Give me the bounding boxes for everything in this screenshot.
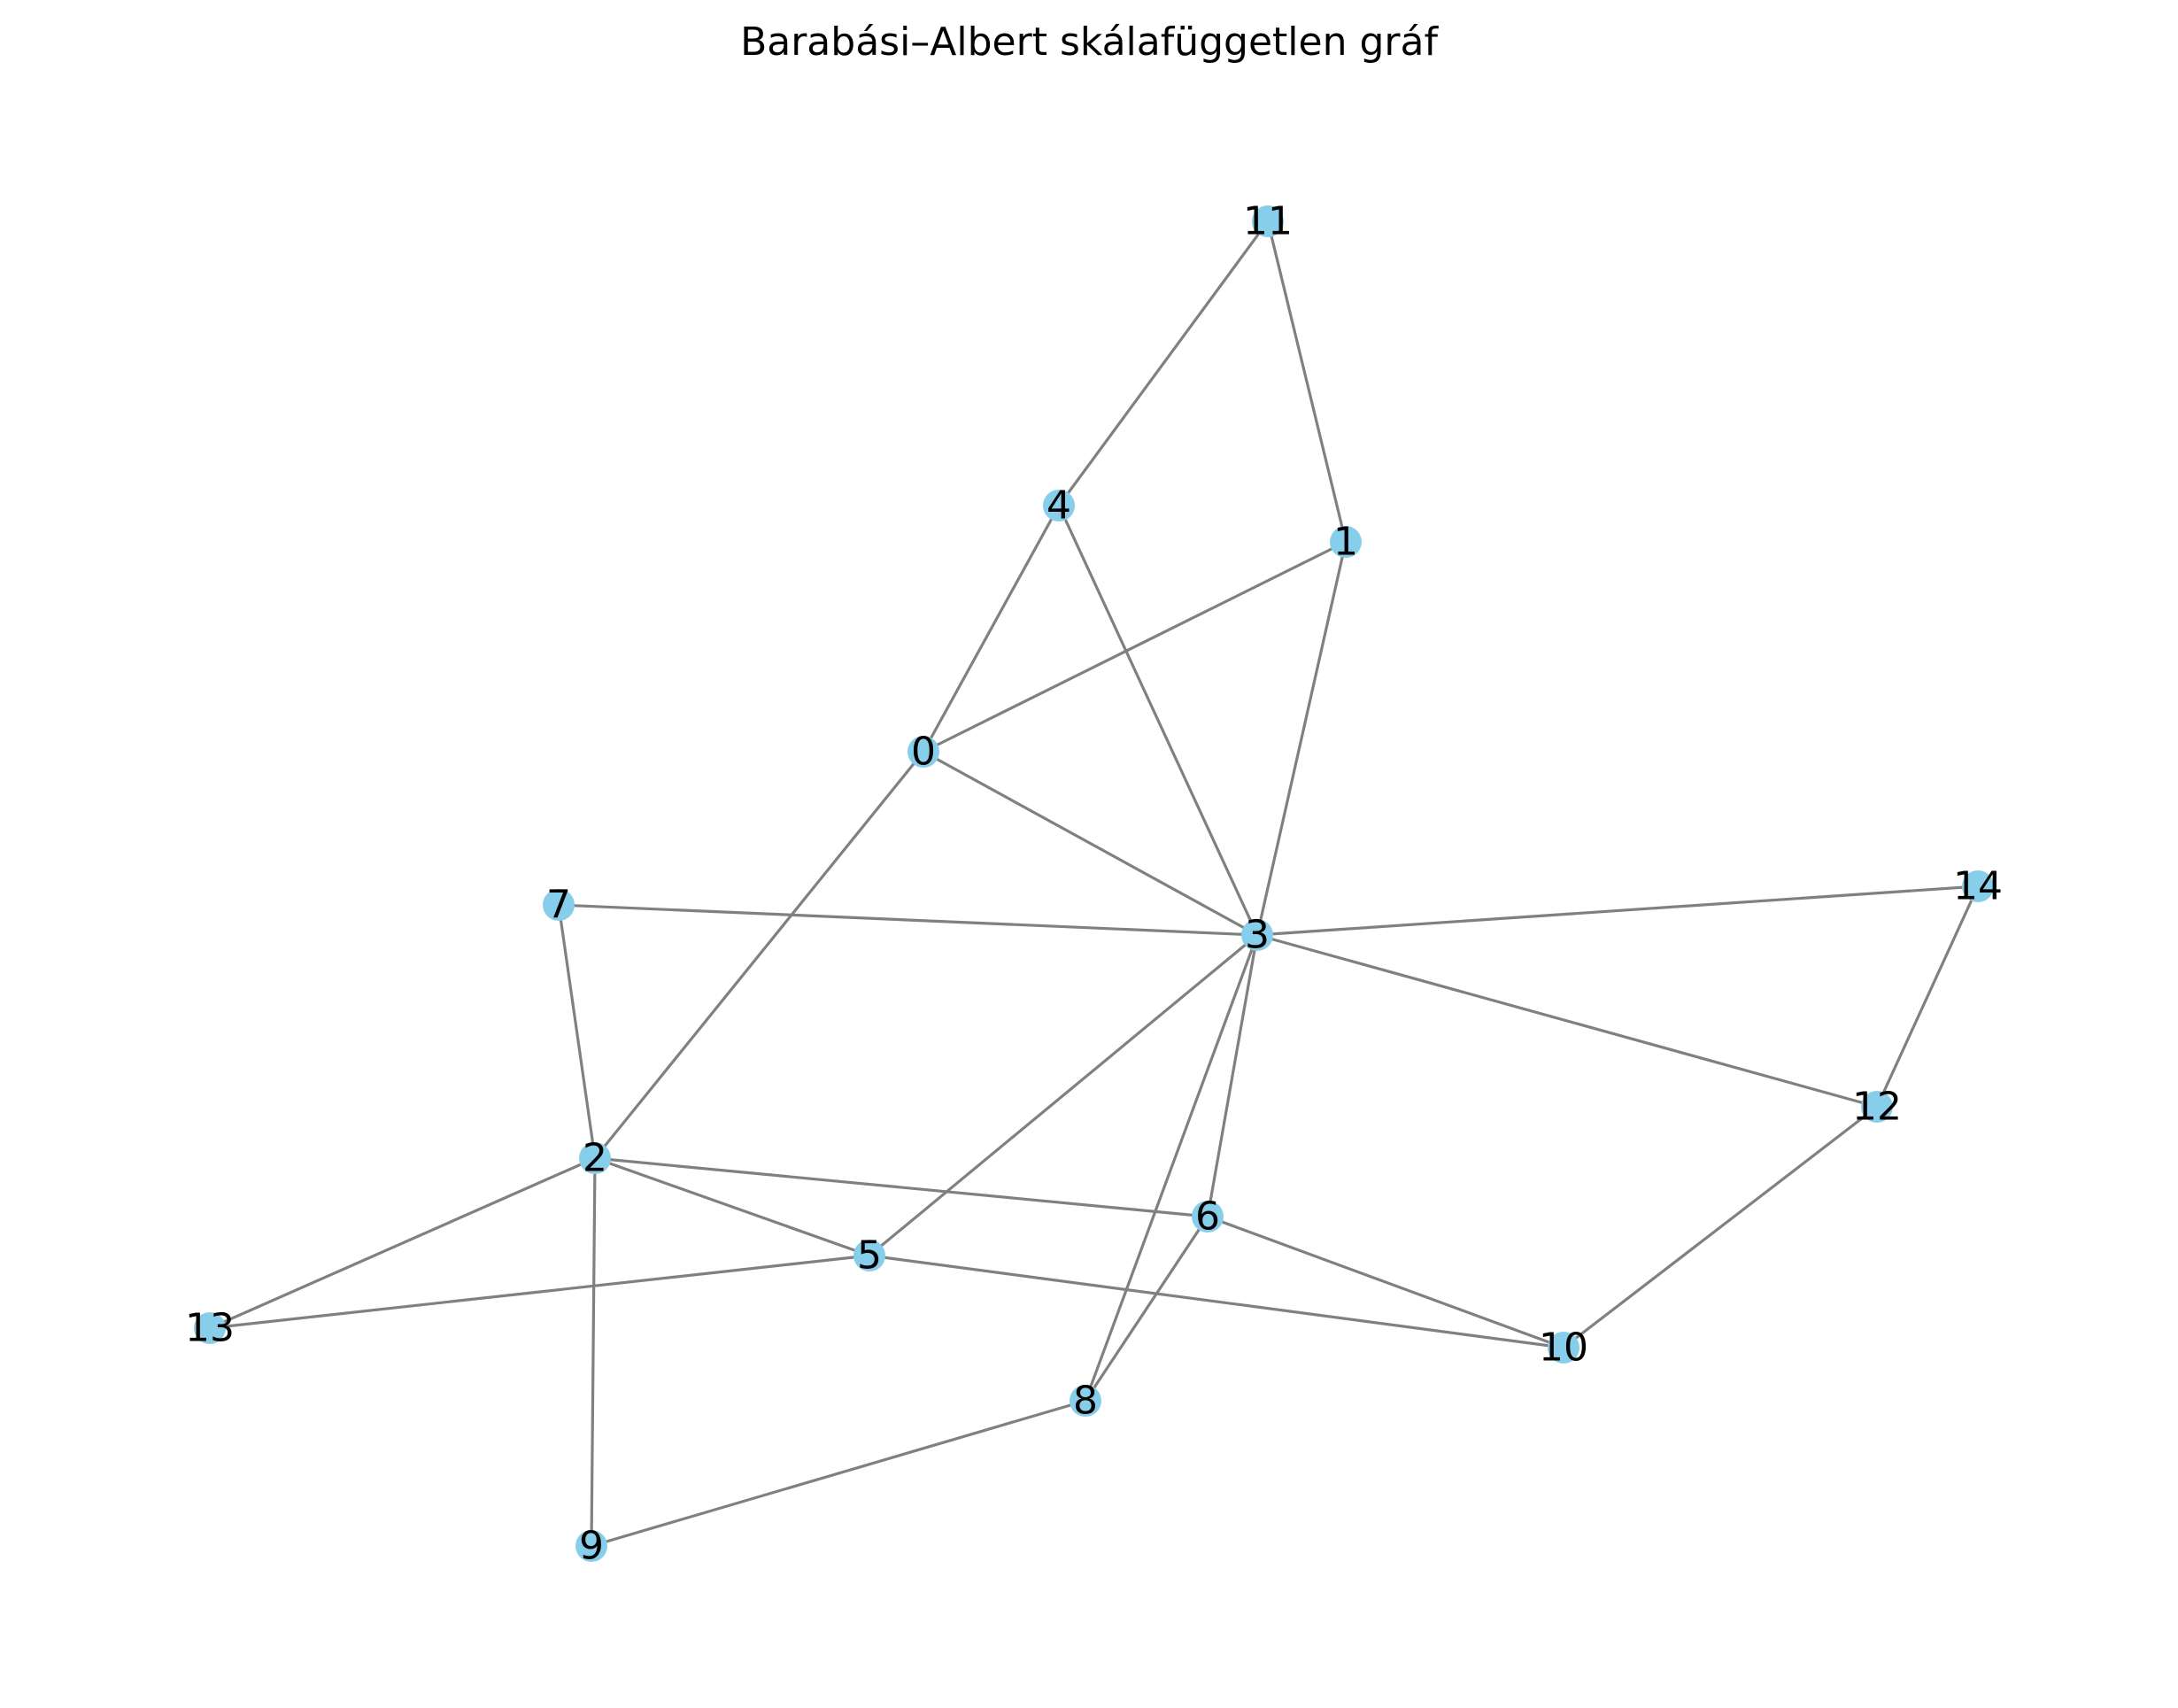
edge-5-10	[869, 1254, 1564, 1349]
edge-2-6	[594, 1156, 1209, 1218]
node-8	[1070, 1385, 1101, 1417]
node-10	[1548, 1332, 1579, 1364]
node-5	[853, 1240, 885, 1271]
edge-3-5	[868, 933, 1259, 1257]
node-6	[1192, 1201, 1224, 1233]
node-9	[575, 1530, 607, 1562]
node-13	[194, 1312, 226, 1344]
node-label-9: 9	[579, 1524, 604, 1569]
node-12	[1861, 1091, 1893, 1123]
node-label-3: 3	[1245, 913, 1270, 958]
edge-2-9	[590, 1157, 597, 1547]
node-0	[908, 736, 939, 768]
edge-14-12	[1875, 885, 1980, 1108]
edge-2-13	[209, 1156, 596, 1330]
node-label-1: 1	[1333, 520, 1358, 565]
edge-7-2	[557, 904, 597, 1159]
edge-1-0	[923, 540, 1347, 754]
edge-3-12	[1256, 933, 1878, 1109]
node-label-8: 8	[1073, 1379, 1098, 1424]
node-1	[1330, 526, 1362, 558]
node-7	[543, 889, 575, 921]
edge-4-0	[922, 505, 1061, 753]
node-3	[1241, 919, 1273, 951]
edge-6-8	[1084, 1216, 1209, 1402]
node-label-11: 11	[1243, 199, 1293, 244]
node-4	[1043, 490, 1075, 522]
nodes-layer	[194, 205, 1994, 1562]
edge-11-4	[1057, 220, 1270, 506]
graph-title: Barabási–Albert skálafüggetlen gráf	[740, 19, 1438, 65]
edge-7-3	[558, 903, 1258, 937]
edge-5-13	[209, 1254, 870, 1330]
edge-0-2	[593, 750, 925, 1160]
edge-6-10	[1207, 1215, 1564, 1349]
node-label-12: 12	[1852, 1085, 1902, 1130]
edge-11-1	[1266, 220, 1348, 543]
node-label-5: 5	[857, 1233, 882, 1279]
node-label-7: 7	[546, 883, 571, 928]
edge-1-3	[1255, 541, 1348, 936]
node-14	[1962, 870, 1994, 902]
node-label-6: 6	[1195, 1194, 1220, 1240]
edge-2-5	[594, 1156, 870, 1257]
edge-3-14	[1256, 885, 1979, 937]
edge-4-3	[1057, 505, 1259, 936]
node-label-2: 2	[583, 1136, 607, 1181]
node-label-13: 13	[185, 1306, 235, 1351]
node-11	[1252, 205, 1284, 237]
edge-3-8	[1084, 934, 1259, 1402]
edge-3-6	[1206, 934, 1259, 1217]
edge-8-9	[591, 1399, 1086, 1548]
edges-layer	[209, 220, 1980, 1548]
node-label-10: 10	[1539, 1325, 1588, 1371]
node-label-4: 4	[1047, 483, 1071, 529]
edge-12-10	[1563, 1105, 1878, 1349]
edge-0-3	[923, 750, 1258, 937]
node-label-0: 0	[911, 730, 936, 775]
node-2	[579, 1142, 611, 1174]
node-label-14: 14	[1953, 864, 2003, 909]
